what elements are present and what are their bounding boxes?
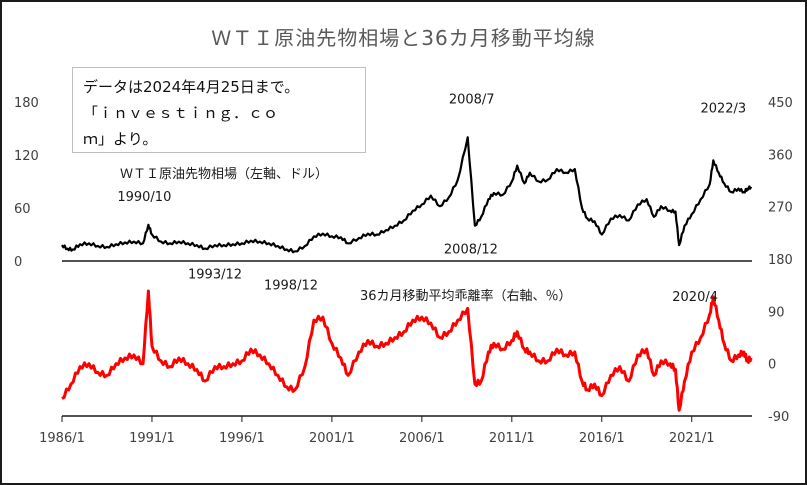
chart-title: ＷＴＩ原油先物相場と36カ月移動平均線 — [211, 26, 596, 50]
deviation-series-label: 36カ月移動平均乖離率（右軸、％） — [360, 288, 572, 304]
annotation-label: 1993/12 — [188, 268, 242, 283]
price-series-label: ＷＴＩ原油先物相場（左軸、ドル） — [120, 167, 328, 182]
annotations: 1990/10 1993/12 1998/12 2008/7 2008/12 2020/4… — [117, 92, 746, 305]
right-tick-label: 90 — [768, 305, 785, 320]
x-tick-label: 2016/1 — [579, 431, 625, 446]
annotation-label: 2022/3 — [700, 101, 746, 116]
x-tick-label: 2011/1 — [489, 431, 535, 446]
x-tick-label: 2021/1 — [669, 431, 715, 446]
annotation-label: 2008/7 — [449, 92, 495, 107]
right-axis: -90 0 90 180 270 360 450 — [768, 96, 793, 425]
right-tick-label: 180 — [768, 253, 793, 268]
x-tick-label: 2001/1 — [309, 431, 355, 446]
left-tick-label: 120 — [14, 149, 39, 164]
source-note: データは2024年4月25日まで。 「ｉｎｖｅｓｔｉｎｇ．ｃｏ ｍ」より。 — [72, 67, 366, 153]
annotation-label: 1998/12 — [264, 278, 318, 293]
x-tick-label: 2006/1 — [399, 431, 445, 446]
right-tick-label: 360 — [768, 148, 793, 163]
right-tick-label: -90 — [768, 410, 789, 425]
x-axis: 1986/1 1991/1 1996/1 2001/1 2006/1 2011/1 2016… — [39, 415, 752, 446]
x-tick-label: 1991/1 — [129, 431, 175, 446]
note-line-1: データは2024年4月25日まで。 — [83, 78, 300, 96]
deviation-series-line — [61, 289, 753, 412]
left-tick-label: 0 — [14, 255, 22, 270]
annotation-label: 2008/12 — [444, 243, 498, 258]
right-tick-label: 0 — [768, 358, 776, 373]
right-tick-label: 450 — [768, 96, 793, 111]
left-tick-label: 180 — [14, 96, 39, 111]
left-tick-label: 60 — [14, 202, 31, 217]
note-line-2: 「ｉｎｖｅｓｔｉｎｇ．ｃｏ — [83, 104, 279, 122]
x-tick-label: 1986/1 — [39, 431, 85, 446]
price-series-line — [61, 136, 753, 254]
right-tick-label: 270 — [768, 201, 793, 216]
annotation-label: 1990/10 — [117, 190, 171, 205]
left-axis: 0 60 120 180 — [14, 96, 39, 270]
annotation-label: 2020/4 — [672, 290, 718, 305]
x-tick-label: 1996/1 — [219, 431, 265, 446]
note-line-3: ｍ」より。 — [83, 130, 158, 148]
